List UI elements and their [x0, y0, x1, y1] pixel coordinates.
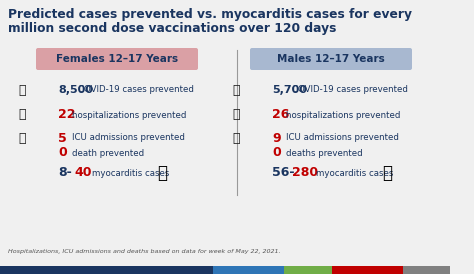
Text: 5: 5	[58, 132, 67, 144]
Text: 💗: 💗	[157, 164, 167, 182]
Text: ICU admissions prevented: ICU admissions prevented	[72, 133, 185, 142]
Bar	[403, 266, 450, 274]
FancyBboxPatch shape	[250, 48, 412, 70]
Text: 8,500: 8,500	[58, 85, 93, 95]
Text: 280: 280	[292, 167, 318, 179]
Text: 8-: 8-	[58, 167, 72, 179]
Text: 👥: 👥	[18, 84, 26, 96]
Text: Females 12–17 Years: Females 12–17 Years	[56, 54, 178, 64]
Text: myocarditis cases: myocarditis cases	[92, 169, 169, 178]
Text: hospitalizations prevented: hospitalizations prevented	[72, 110, 186, 119]
Text: 22: 22	[58, 109, 75, 121]
Text: death prevented: death prevented	[72, 149, 144, 158]
Text: 🏥: 🏥	[18, 109, 26, 121]
Text: 0: 0	[58, 147, 67, 159]
Text: 💗: 💗	[382, 164, 392, 182]
Text: Hospitalizations, ICU admissions and deaths based on data for week of May 22, 20: Hospitalizations, ICU admissions and dea…	[8, 250, 281, 255]
Text: 🏥: 🏥	[232, 109, 239, 121]
Text: myocarditis cases: myocarditis cases	[316, 169, 393, 178]
Bar	[213, 266, 284, 274]
Text: million second dose vaccinations over 120 days: million second dose vaccinations over 12…	[8, 22, 337, 35]
Bar	[332, 266, 403, 274]
Text: Males 12–17 Years: Males 12–17 Years	[277, 54, 385, 64]
Text: 🛏: 🛏	[232, 132, 239, 144]
Text: ICU admissions prevented: ICU admissions prevented	[286, 133, 399, 142]
Text: 26: 26	[272, 109, 289, 121]
Text: 56-: 56-	[272, 167, 294, 179]
Text: 0: 0	[272, 147, 281, 159]
Text: deaths prevented: deaths prevented	[286, 149, 363, 158]
Bar	[0, 266, 213, 274]
Text: 9: 9	[272, 132, 281, 144]
Text: 5,700: 5,700	[272, 85, 307, 95]
Text: COVID-19 cases prevented: COVID-19 cases prevented	[292, 85, 408, 95]
Text: 👥: 👥	[232, 84, 239, 96]
Text: hospitalizations prevented: hospitalizations prevented	[286, 110, 401, 119]
FancyBboxPatch shape	[36, 48, 198, 70]
Text: 🛏: 🛏	[18, 132, 26, 144]
Bar	[284, 266, 332, 274]
Text: COVID-19 cases prevented: COVID-19 cases prevented	[78, 85, 194, 95]
Text: Predicted cases prevented vs. myocarditis cases for every: Predicted cases prevented vs. myocarditi…	[8, 8, 412, 21]
Text: 40: 40	[74, 167, 91, 179]
